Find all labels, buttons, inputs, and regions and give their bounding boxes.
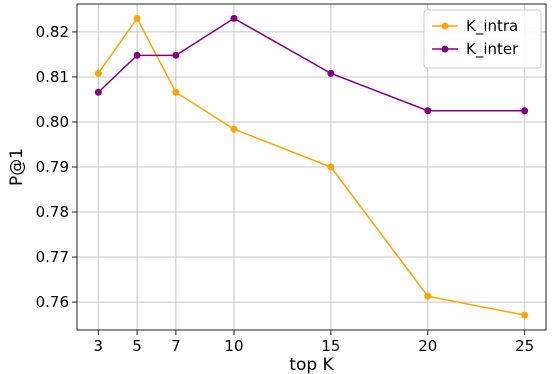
series-K_intra [94,14,529,319]
y-tick-label: 0.78 [36,203,69,221]
legend-label: K_inter [466,40,519,59]
data-point [327,69,335,77]
data-point [172,51,180,59]
y-tick-label: 0.82 [36,23,69,41]
data-point [424,107,432,115]
x-tick-label: 15 [321,337,340,355]
legend-swatch-marker [441,45,449,53]
data-point [172,88,180,96]
y-tick-label: 0.80 [36,113,69,131]
legend-swatch-marker [441,22,449,30]
data-point [94,69,102,77]
data-point [133,51,141,59]
series-K_inter [94,14,529,115]
x-tick-label: 3 [94,337,104,355]
x-axis-label: top K [289,355,334,374]
legend-label: K_intra [466,17,518,36]
x-tick-label: 20 [418,337,437,355]
legend-items: K_intra K_inter [432,17,519,59]
data-point [424,292,432,300]
series-lines [94,14,529,319]
data-point [230,14,238,22]
data-point [133,14,141,22]
y-tick-label: 0.79 [36,158,69,176]
x-axis-ticks: 3 5 7 10 15 20 25 [94,330,534,355]
data-point [94,88,102,96]
legend-item: K_inter [432,40,519,59]
x-tick-label: 10 [224,337,243,355]
y-tick-label: 0.81 [36,68,69,86]
data-point [521,311,529,319]
y-tick-label: 0.77 [36,248,69,266]
x-tick-label: 7 [171,337,181,355]
y-tick-label: 0.76 [36,293,69,311]
data-point [230,125,238,133]
y-axis-ticks: 0.76 0.77 0.78 0.79 0.80 0.81 0.82 [36,23,77,311]
y-axis-label: P@1 [7,148,27,186]
data-point [521,107,529,115]
x-tick-label: 5 [132,337,142,355]
data-point [327,163,335,171]
legend-item: K_intra [432,17,518,36]
legend: K_intra K_inter [423,9,542,69]
x-tick-label: 25 [515,337,534,355]
legend-box [423,9,542,69]
